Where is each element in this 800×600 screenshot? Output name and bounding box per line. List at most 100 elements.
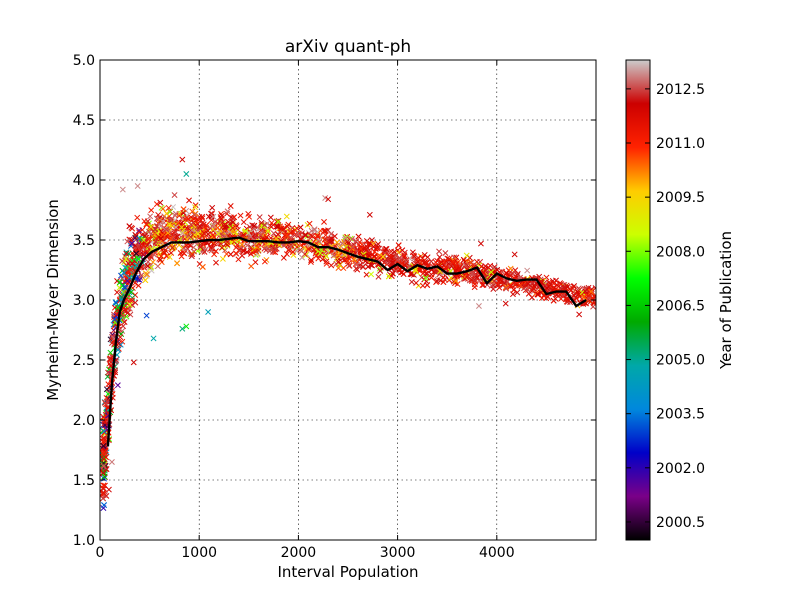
colorbar-tick-label: 2011.0	[656, 136, 705, 152]
data-point	[281, 232, 288, 239]
data-point	[353, 238, 359, 245]
data-point	[581, 294, 588, 300]
data-point	[534, 291, 541, 298]
data-point	[140, 251, 146, 258]
data-point	[166, 254, 173, 260]
data-point	[525, 280, 532, 287]
data-point	[124, 277, 131, 284]
data-point	[550, 280, 557, 287]
data-point	[575, 291, 582, 298]
data-point	[202, 246, 209, 253]
data-point	[159, 218, 166, 225]
data-point	[524, 286, 531, 293]
data-point	[197, 217, 204, 224]
data-point	[349, 245, 356, 252]
data-point	[133, 250, 140, 257]
data-point	[176, 212, 183, 219]
data-point	[335, 251, 342, 258]
data-point	[210, 213, 217, 220]
data-point	[153, 201, 160, 208]
data-point	[178, 224, 185, 231]
data-point	[163, 210, 170, 217]
data-point	[344, 258, 351, 265]
data-point	[322, 232, 329, 239]
data-point	[428, 274, 435, 281]
colorbar-tick-label: 2005.0	[656, 353, 705, 369]
data-point	[576, 311, 583, 318]
data-point	[244, 242, 251, 249]
data-point	[180, 206, 187, 213]
data-point	[294, 230, 301, 237]
data-point	[132, 234, 139, 241]
data-point	[321, 227, 328, 234]
data-point	[210, 233, 217, 240]
mean-line	[106, 236, 587, 447]
data-point	[192, 202, 199, 209]
data-point	[205, 309, 212, 315]
data-point	[480, 281, 487, 288]
data-point	[365, 263, 372, 270]
data-point	[463, 252, 470, 259]
data-point	[238, 241, 245, 248]
data-point	[485, 264, 492, 271]
data-point	[470, 270, 477, 277]
data-point	[313, 252, 320, 259]
data-point	[376, 252, 383, 259]
data-point	[103, 386, 110, 393]
data-point	[237, 245, 244, 252]
data-point	[270, 230, 277, 237]
data-point	[154, 215, 160, 222]
data-point	[260, 222, 266, 229]
data-point	[197, 223, 203, 230]
data-point	[283, 213, 290, 220]
x-tick-label: 0	[96, 545, 105, 561]
data-point	[488, 282, 495, 289]
data-point	[494, 281, 501, 288]
data-point	[208, 245, 214, 252]
data-point	[394, 256, 401, 263]
data-point	[167, 235, 174, 242]
data-point	[374, 245, 381, 252]
data-point	[172, 229, 179, 236]
data-point	[172, 210, 179, 217]
data-point	[179, 325, 186, 332]
data-point	[159, 232, 166, 239]
data-point	[340, 265, 347, 272]
data-point	[475, 303, 482, 309]
data-point	[299, 254, 305, 261]
colorbar-ticks: 2000.5 2002.0 2003.5 2005.0 2006.5 2008.0 2009…	[626, 82, 705, 531]
data-point	[302, 232, 309, 239]
data-point	[512, 267, 519, 274]
data-point	[114, 382, 121, 389]
data-point	[366, 211, 373, 218]
data-point	[183, 171, 190, 177]
data-point	[375, 273, 382, 280]
data-point	[254, 244, 261, 251]
data-point	[494, 267, 501, 273]
data-point	[188, 227, 195, 234]
data-point	[148, 264, 154, 271]
data-point	[460, 256, 467, 263]
x-axis-ticks: 0 1000 2000 3000 4000	[96, 60, 515, 561]
data-point	[349, 243, 356, 250]
data-point	[218, 211, 225, 217]
data-point	[311, 227, 318, 234]
data-point	[128, 240, 135, 247]
data-point	[503, 270, 510, 277]
data-point	[322, 195, 329, 201]
data-point	[244, 249, 250, 256]
data-point	[166, 216, 173, 223]
data-point	[428, 258, 435, 265]
data-point	[283, 251, 290, 258]
data-point	[317, 250, 324, 257]
data-point	[471, 281, 478, 288]
data-point	[122, 284, 129, 291]
data-point	[105, 486, 112, 493]
data-point	[380, 253, 387, 260]
data-point	[209, 245, 216, 252]
data-point	[479, 282, 486, 289]
data-point	[212, 218, 219, 225]
data-point	[121, 319, 128, 326]
data-point	[122, 264, 129, 271]
data-point	[111, 316, 118, 323]
